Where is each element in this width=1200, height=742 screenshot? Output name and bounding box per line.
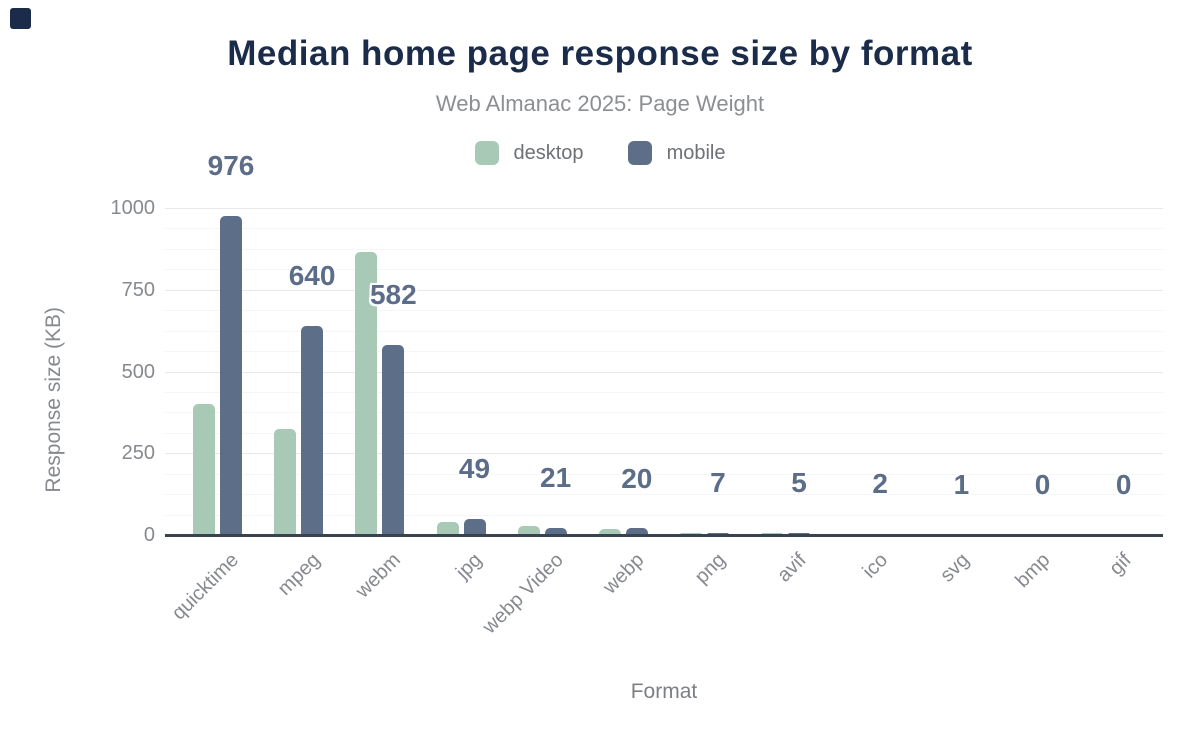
data-label-webp Video: 21 [540,462,572,494]
desktop-series-swatch-icon [474,141,499,165]
gridline-major [165,453,1163,455]
legend-item-mobile[interactable]: mobile [627,141,726,165]
legend-label-desktop: desktop [513,141,584,164]
gridline-minor [165,514,1163,516]
x-tick-label-png: png [690,549,730,589]
gridline-major [165,208,1163,209]
bar-desktop-webp Video[interactable] [517,526,540,535]
gridline-minor [165,330,1163,332]
gridline-minor [165,351,1163,353]
bar-desktop-mpeg[interactable] [274,429,297,535]
gridline-minor [165,228,1163,230]
gridline-minor [165,248,1163,250]
gridline-minor [165,494,1163,496]
y-tick-label-250: 250 [121,442,155,465]
gridline-minor [165,269,1163,271]
data-label-ico: 2 [872,468,888,500]
data-label-avif: 5 [791,467,807,499]
legend: desktop mobile [0,141,1200,165]
x-axis-title: Format [630,680,698,703]
y-tick-label-500: 500 [121,360,155,383]
bar-mobile-jpg[interactable] [463,519,486,535]
y-tick-label-1000: 1000 [110,197,156,219]
y-tick-label-750: 750 [121,278,155,301]
bar-mobile-webp Video[interactable] [544,528,567,535]
bar-desktop-jpg[interactable] [436,522,459,535]
bar-mobile-quicktime[interactable] [220,216,242,535]
data-label-bmp: 0 [1034,469,1051,500]
data-label-mpeg: 640 [288,259,336,291]
y-tick-label-0: 0 [143,524,155,546]
bar-desktop-webm[interactable] [355,252,378,535]
x-tick-label-avif: avif [773,549,812,587]
gridline-major [165,371,1163,373]
bar-mobile-webm[interactable] [382,345,405,535]
x-axis-line [165,533,1163,537]
legend-label-mobile: mobile [666,141,726,164]
x-tick-label-jpg: jpg [452,549,487,584]
gridline-minor [165,310,1163,312]
mobile-series-swatch-icon [627,141,652,165]
x-tick-label-webp Video: webp Video [478,549,568,639]
x-tick-label-webp: webp [599,549,649,599]
x-tick-label-gif: gif [1105,549,1136,580]
x-tick-label-svg: svg [935,549,974,587]
data-label-webm: 582 [369,278,417,310]
data-label-jpg: 49 [458,453,491,484]
bar-mobile-webp[interactable] [625,528,648,535]
gridline-minor [165,473,1163,475]
gridline-minor [165,412,1163,414]
corner-mark [10,8,31,29]
data-label-gif: 0 [1115,469,1132,500]
chart-subtitle: Web Almanac 2025: Page Weight [435,91,765,116]
x-tick-label-mpeg: mpeg [273,549,325,600]
legend-item-desktop[interactable]: desktop [474,141,584,165]
x-tick-label-webm: webm [352,549,406,603]
x-tick-label-bmp: bmp [1011,549,1055,593]
data-label-svg: 1 [953,468,970,500]
gridline-minor [165,391,1163,393]
data-label-webp: 20 [621,462,653,494]
bar-mobile-mpeg[interactable] [301,326,324,535]
gridline-major [165,289,1163,291]
x-tick-label-quicktime: quicktime [167,549,244,625]
bar-desktop-quicktime[interactable] [193,404,215,535]
y-axis-title: Response size (KB) [42,307,65,493]
chart-title: Median home page response size by format [227,34,973,73]
bar-desktop-webp[interactable] [598,529,621,535]
x-tick-label-ico: ico [858,549,893,583]
data-label-png: 7 [710,466,726,498]
data-label-quicktime: 976 [207,149,255,181]
gridline-minor [165,432,1163,434]
